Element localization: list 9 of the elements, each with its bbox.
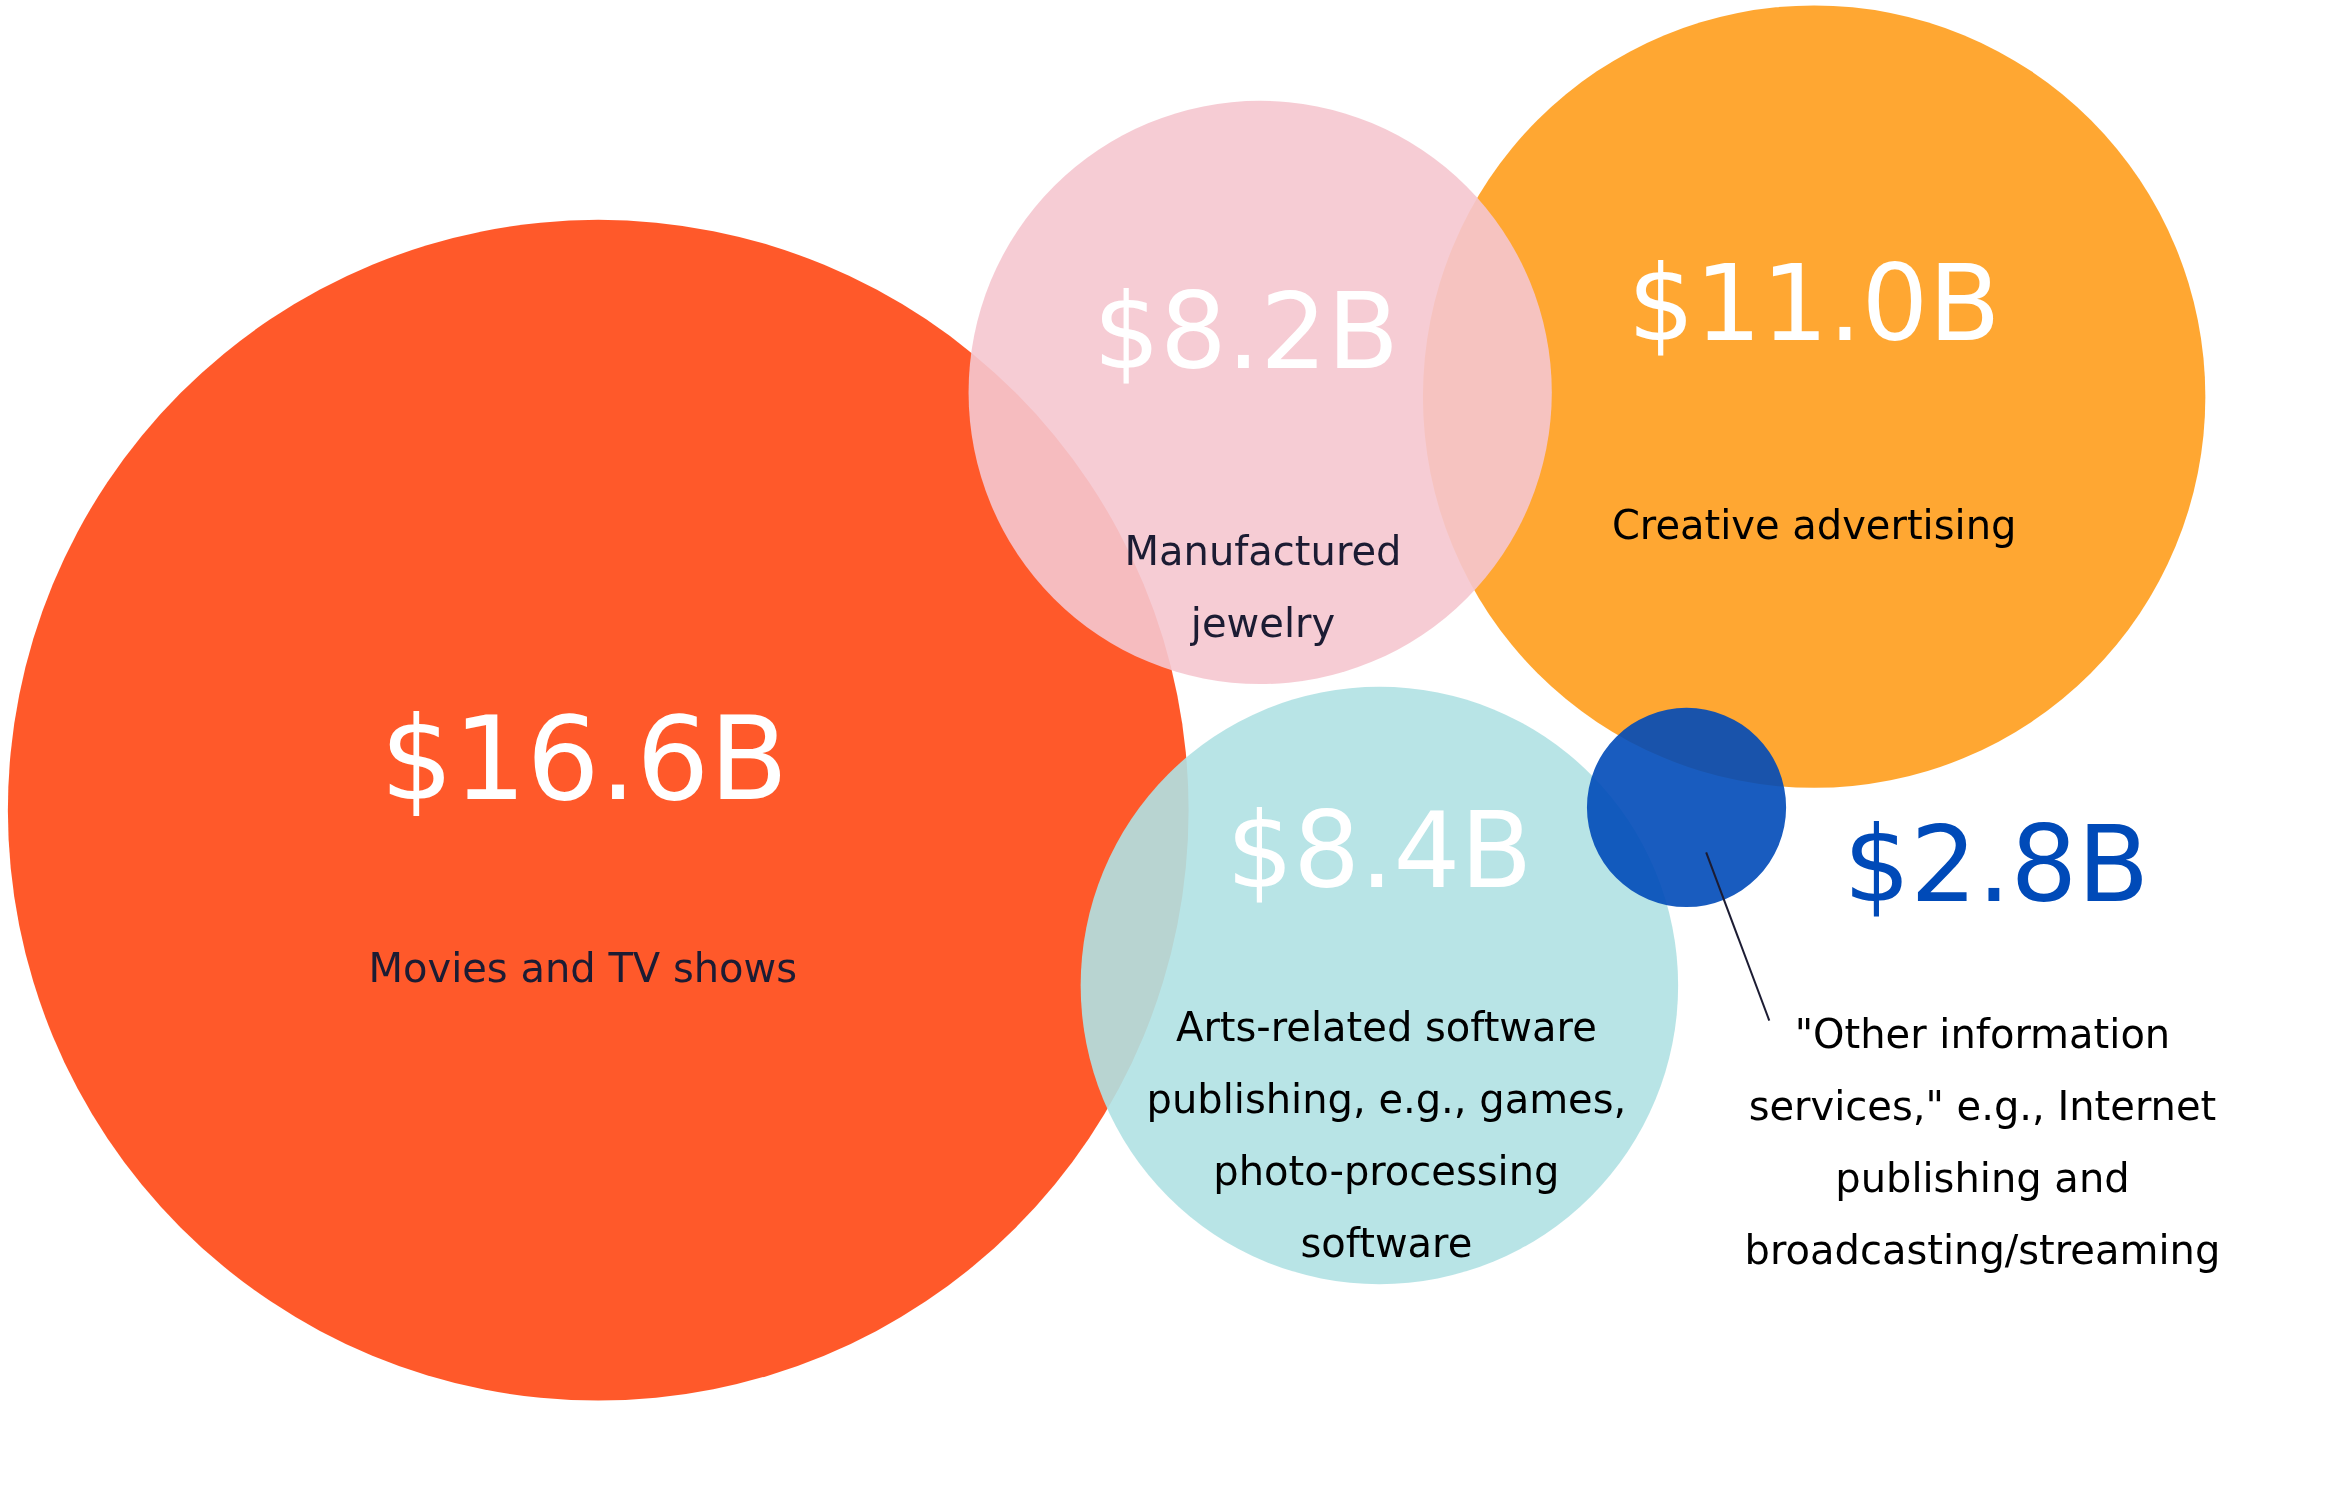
data-label: $8.4B bbox=[1226, 790, 1533, 913]
category-label: Movies and TV shows bbox=[368, 945, 798, 992]
category-label: Creative advertising bbox=[1611, 502, 2017, 549]
data-label: $2.8B bbox=[1843, 804, 2150, 927]
category-label: Arts-related software publishing, e.g., games, photo-processing software bbox=[1146, 1004, 1627, 1267]
data-label: $11.0B bbox=[1627, 243, 2001, 366]
data-label: $16.6B bbox=[380, 691, 789, 826]
category-label: Manufactured jewelry bbox=[1124, 527, 1402, 646]
category-label: "Other information services," e.g., Internet publishing and broadcasting/streaming bbox=[1744, 1011, 2221, 1274]
